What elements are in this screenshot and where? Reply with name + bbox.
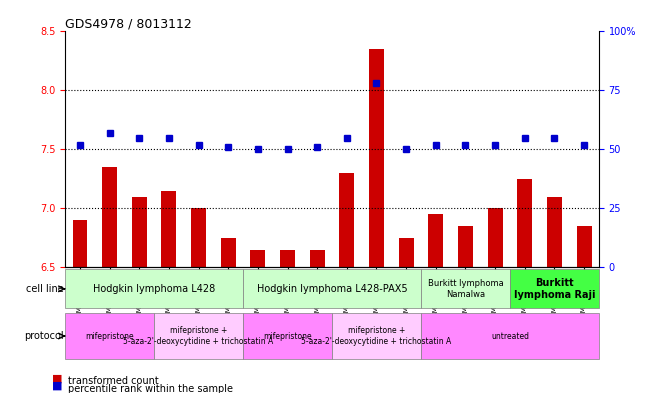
Bar xyxy=(161,191,176,267)
Text: mifepristone +
5-aza-2'-deoxycytidine + trichostatin A: mifepristone + 5-aza-2'-deoxycytidine + … xyxy=(301,326,452,346)
Bar xyxy=(458,226,473,267)
Text: mifepristone: mifepristone xyxy=(85,332,134,340)
Text: mifepristone: mifepristone xyxy=(263,332,312,340)
Bar xyxy=(428,214,443,267)
FancyBboxPatch shape xyxy=(332,313,421,359)
Bar xyxy=(191,208,206,267)
Bar xyxy=(488,208,503,267)
FancyBboxPatch shape xyxy=(510,270,599,308)
FancyBboxPatch shape xyxy=(154,313,243,359)
FancyBboxPatch shape xyxy=(421,313,599,359)
Text: mifepristone +
5-aza-2'-deoxycytidine + trichostatin A: mifepristone + 5-aza-2'-deoxycytidine + … xyxy=(124,326,273,346)
Text: protocol: protocol xyxy=(24,331,64,341)
Text: cell line: cell line xyxy=(26,284,64,294)
Bar xyxy=(102,167,117,267)
FancyBboxPatch shape xyxy=(65,313,154,359)
Text: untreated: untreated xyxy=(491,332,529,340)
FancyBboxPatch shape xyxy=(243,270,421,308)
Text: transformed count: transformed count xyxy=(68,376,159,386)
Text: Hodgkin lymphoma L428: Hodgkin lymphoma L428 xyxy=(93,284,215,294)
Text: Burkitt lymphoma
Namalwa: Burkitt lymphoma Namalwa xyxy=(428,279,503,299)
Text: ■: ■ xyxy=(52,373,62,383)
Bar xyxy=(518,179,533,267)
FancyBboxPatch shape xyxy=(421,270,510,308)
Text: Burkitt
lymphoma Raji: Burkitt lymphoma Raji xyxy=(514,278,595,299)
Text: ■: ■ xyxy=(52,381,62,391)
Text: GDS4978 / 8013112: GDS4978 / 8013112 xyxy=(65,17,192,30)
Bar xyxy=(339,173,354,267)
Bar xyxy=(72,220,87,267)
Bar xyxy=(398,238,413,267)
Text: percentile rank within the sample: percentile rank within the sample xyxy=(68,384,233,393)
Bar xyxy=(547,196,562,267)
Text: Hodgkin lymphoma L428-PAX5: Hodgkin lymphoma L428-PAX5 xyxy=(256,284,408,294)
Bar xyxy=(221,238,236,267)
Bar xyxy=(369,49,384,267)
Bar xyxy=(310,250,325,267)
FancyBboxPatch shape xyxy=(243,313,332,359)
Bar xyxy=(132,196,146,267)
Bar xyxy=(251,250,266,267)
FancyBboxPatch shape xyxy=(65,270,243,308)
Bar xyxy=(577,226,592,267)
Bar xyxy=(280,250,295,267)
